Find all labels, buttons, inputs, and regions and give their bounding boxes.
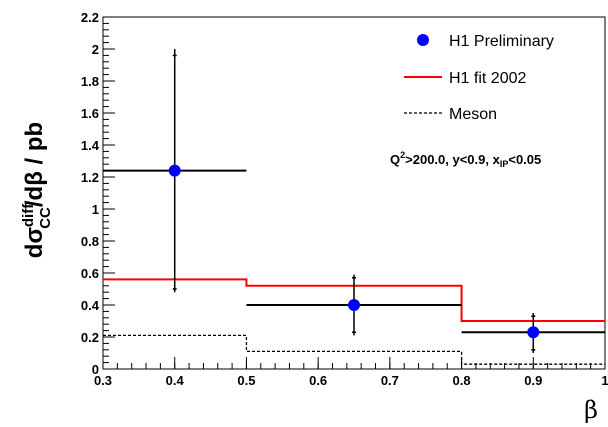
y-tick-label: 1.6 xyxy=(81,106,99,121)
y-tick-labels: 0 0.2 0.4 0.6 0.8 1 1.2 1.4 1.6 1.8 2 2.2 xyxy=(81,10,100,377)
cut-q: Q xyxy=(390,152,400,167)
x-tick-labels: 0.3 0.4 0.5 0.6 0.7 0.8 0.9 1 xyxy=(94,373,608,388)
y-label-prefix: dσ xyxy=(21,227,48,258)
series-meson-line xyxy=(103,334,605,365)
y-tick-label: 1.4 xyxy=(81,138,100,153)
y-tick-label: 0.6 xyxy=(81,266,99,281)
legend-label-h1-preliminary: H1 Preliminary xyxy=(449,33,554,50)
data-point-h1-preliminary xyxy=(168,164,181,177)
y-tick-label: 1 xyxy=(92,202,99,217)
legend-label-h1-fit: H1 fit 2002 xyxy=(449,70,526,87)
y-tick-label: 2.2 xyxy=(81,10,99,25)
y-label-suffix: /dβ / pb xyxy=(21,122,48,207)
y-tick-label: 0.2 xyxy=(81,330,99,345)
cut-annotation: Q2>200.0, y<0.9, xIP<0.05 xyxy=(390,150,541,169)
y-tick-label: 2 xyxy=(92,42,99,57)
cut-tail: <0.05 xyxy=(508,152,541,167)
legend: H1 Preliminary H1 fit 2002 Meson xyxy=(404,33,554,123)
y-label-sup: diff xyxy=(20,203,37,227)
y-label-sub: CC xyxy=(37,207,54,229)
x-axis-label: β xyxy=(584,396,598,424)
cut-q-sup: 2 xyxy=(400,150,405,160)
y-tick-label: 0 xyxy=(92,362,99,377)
legend-label-meson: Meson xyxy=(449,106,497,123)
x-tick-label: 0.9 xyxy=(524,373,542,388)
y-axis-label: dσdiffCC/dβ / pb xyxy=(20,122,54,258)
plot-frame xyxy=(102,16,606,370)
y-tick-label: 0.4 xyxy=(81,298,100,313)
y-tick-label: 1.2 xyxy=(81,170,99,185)
x-tick-label: 0.3 xyxy=(94,373,112,388)
x-tick-label: 0.8 xyxy=(453,373,471,388)
x-tick-label: 1 xyxy=(601,373,608,388)
y-tick-label: 0.8 xyxy=(81,234,99,249)
cut-main: >200.0, y<0.9, x xyxy=(405,152,500,167)
x-tick-label: 0.4 xyxy=(166,373,185,388)
data-point-h1-preliminary xyxy=(348,299,360,311)
series-layer xyxy=(103,49,605,365)
data-point-h1-preliminary xyxy=(527,326,540,339)
x-tick-label: 0.5 xyxy=(237,373,255,388)
cut-ip-sub: IP xyxy=(500,159,509,169)
x-tick-label: 0.7 xyxy=(381,373,399,388)
y-tick-label: 1.8 xyxy=(81,74,99,89)
x-tick-label: 0.6 xyxy=(309,373,327,388)
legend-marker-h1-preliminary xyxy=(417,34,429,46)
